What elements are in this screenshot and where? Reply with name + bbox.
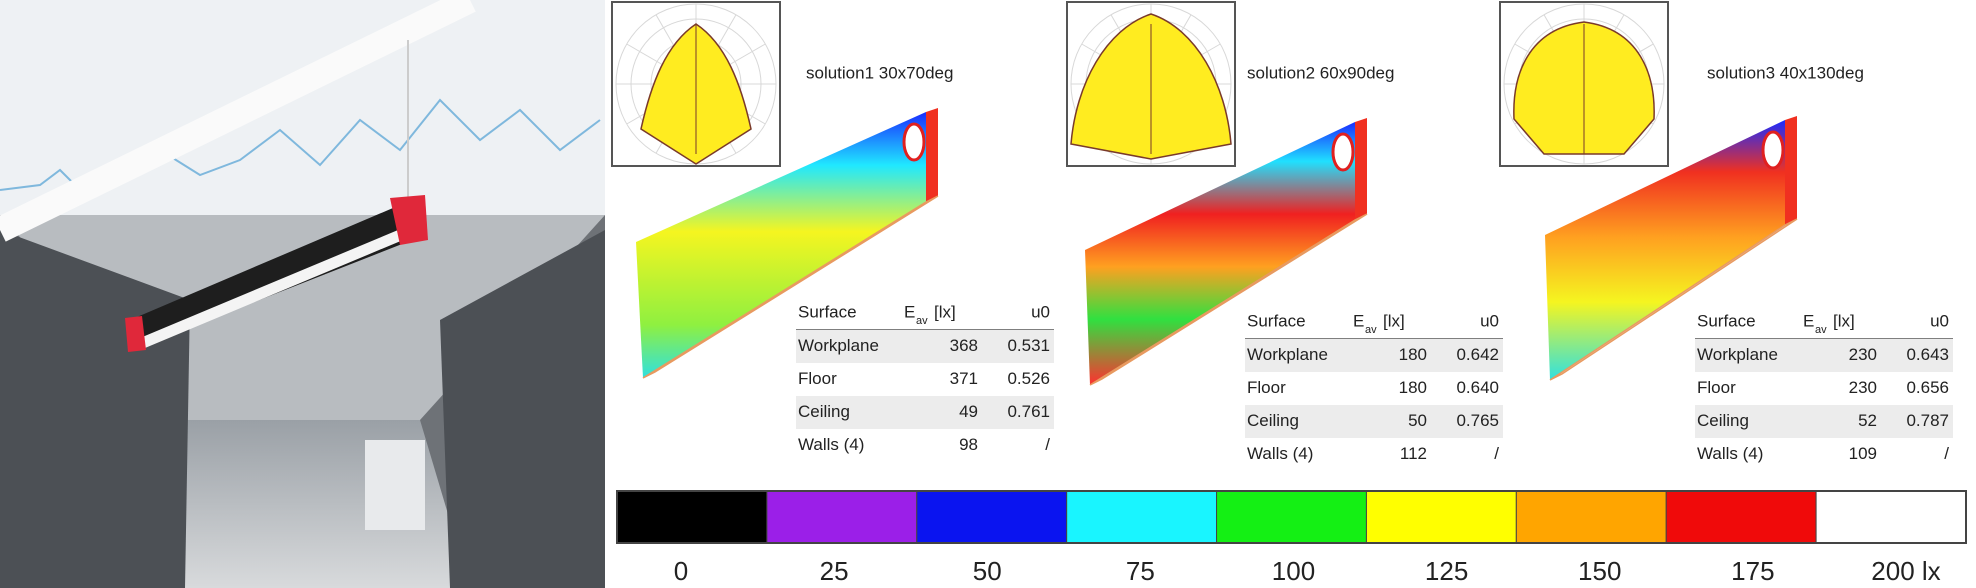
table-header: u0	[1031, 302, 1050, 321]
table-cell: 0.526	[1007, 369, 1050, 388]
table-cell: 112	[1400, 444, 1427, 463]
table-header: E	[1353, 311, 1364, 330]
false-color-end	[1355, 118, 1367, 220]
table-cell: Walls (4)	[798, 435, 864, 454]
table-cell: 0.656	[1906, 378, 1949, 397]
table-cell: 52	[1858, 411, 1877, 430]
table-cell: 368	[950, 336, 978, 355]
light-spot	[1331, 132, 1355, 172]
table-cell: Floor	[798, 369, 837, 388]
scale-label: 175	[1731, 556, 1774, 586]
solution-label: solution1 30x70deg	[806, 63, 953, 82]
row-bg	[1245, 405, 1503, 438]
table-header: av	[1365, 324, 1377, 336]
solution-label: solution2 60x90deg	[1247, 63, 1394, 82]
table-cell: 230	[1849, 345, 1877, 364]
row-bg	[1695, 339, 1953, 372]
table-cell: Floor	[1247, 378, 1286, 397]
light-spot	[1761, 130, 1785, 170]
table-cell: Ceiling	[1247, 411, 1299, 430]
scale-label: 125	[1425, 556, 1468, 586]
table-header: [lx]	[1383, 311, 1405, 330]
row-bg	[1245, 339, 1503, 372]
table-cell: 0.765	[1456, 411, 1499, 430]
table-cell: 49	[959, 402, 978, 421]
table-header: E	[1803, 311, 1814, 330]
scale-swatch	[1365, 490, 1517, 544]
table-cell: 0.640	[1456, 378, 1499, 397]
table-cell: 0.761	[1007, 402, 1050, 421]
table-header: u0	[1480, 311, 1499, 330]
false-color-end	[1785, 116, 1797, 225]
scale-swatch	[1815, 490, 1967, 544]
scale-label: 75	[1126, 556, 1155, 586]
table-header: Surface	[1697, 311, 1756, 330]
false-color-wall	[1545, 120, 1785, 380]
table-cell: Ceiling	[1697, 411, 1749, 430]
table-cell: 180	[1399, 345, 1427, 364]
table-header: u0	[1930, 311, 1949, 330]
table-cell: 0.531	[1007, 336, 1050, 355]
table-cell: 0.787	[1906, 411, 1949, 430]
table-cell: 0.643	[1906, 345, 1949, 364]
scale-swatch	[766, 490, 918, 544]
scale-swatch	[1515, 490, 1667, 544]
scale-swatch	[1066, 490, 1218, 544]
scale-label: 25	[820, 556, 849, 586]
floor-outline	[1549, 218, 1798, 381]
table-cell: Walls (4)	[1697, 444, 1763, 463]
table-header: [lx]	[934, 302, 956, 321]
table-cell: 50	[1408, 411, 1427, 430]
false-color-wall	[1085, 122, 1355, 385]
light-spot	[902, 122, 926, 162]
floor-outline	[642, 195, 939, 379]
table-cell: Workplane	[1697, 345, 1778, 364]
table-cell: Floor	[1697, 378, 1736, 397]
table-cell: 371	[950, 369, 978, 388]
row-bg	[1695, 405, 1953, 438]
scale-swatch	[1665, 490, 1817, 544]
table-cell: 230	[1849, 378, 1877, 397]
scale-frame	[616, 490, 1967, 544]
scale-label: 100	[1272, 556, 1315, 586]
table-header: Surface	[798, 302, 857, 321]
scale-swatch	[916, 490, 1068, 544]
scale-label: 50	[973, 556, 1002, 586]
table-header: [lx]	[1833, 311, 1855, 330]
table-cell: 180	[1399, 378, 1427, 397]
false-color-end	[926, 108, 938, 202]
table-cell: Workplane	[798, 336, 879, 355]
floor-outline	[1089, 213, 1368, 386]
scale-label: 200 lx	[1871, 556, 1940, 586]
scale-label: 0	[674, 556, 688, 586]
table-cell: /	[1494, 444, 1499, 463]
table-header: av	[916, 315, 928, 327]
table-cell: Walls (4)	[1247, 444, 1313, 463]
false-color-wall	[636, 112, 926, 378]
row-bg	[796, 396, 1054, 429]
table-header: Surface	[1247, 311, 1306, 330]
table-cell: /	[1944, 444, 1949, 463]
scale-swatch	[616, 490, 768, 544]
table-cell: Ceiling	[798, 402, 850, 421]
table-cell: Workplane	[1247, 345, 1328, 364]
solution-label: solution3 40x130deg	[1707, 63, 1864, 82]
warehouse-photo	[0, 0, 605, 588]
table-cell: 98	[959, 435, 978, 454]
scale-swatch	[1216, 490, 1367, 544]
table-header: av	[1815, 324, 1827, 336]
row-bg	[796, 330, 1054, 363]
table-cell: /	[1045, 435, 1050, 454]
scale-label: 150	[1578, 556, 1621, 586]
table-header: E	[904, 302, 915, 321]
table-cell: 109	[1849, 444, 1877, 463]
table-cell: 0.642	[1456, 345, 1499, 364]
